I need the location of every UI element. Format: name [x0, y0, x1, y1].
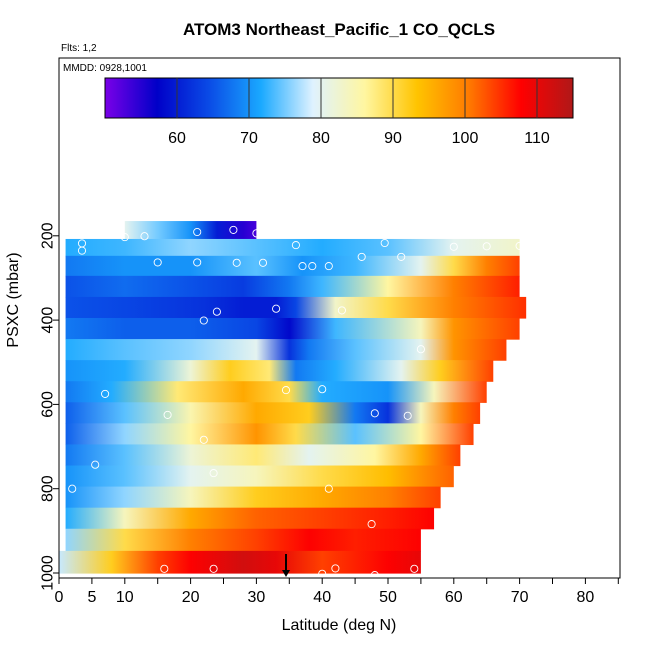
flights-label: Flts: 1,2 [61, 43, 97, 54]
heatmap-layer [59, 550, 421, 574]
latitude-marker-arrow [282, 554, 291, 577]
sample-point [331, 564, 340, 573]
y-tick-label: 600 [40, 391, 57, 418]
heatmap-layer [65, 528, 421, 552]
sample-point [258, 258, 268, 267]
x-tick-label: 0 [55, 589, 64, 606]
sample-point [482, 242, 491, 251]
sample-point [416, 345, 425, 354]
y-axis-label: PSXC (mbar) [5, 252, 22, 347]
heatmap-layer [65, 381, 487, 403]
x-tick-label: 80 [577, 589, 595, 606]
x-tick-label: 50 [379, 589, 397, 606]
sample-point [153, 258, 162, 267]
y-axis: 200 400 600 800 1000 [40, 222, 59, 591]
colorbar-tick-label: 90 [384, 130, 402, 147]
heatmap-layer [65, 296, 527, 319]
sample-point [77, 246, 87, 255]
sample-point [199, 435, 208, 444]
sample-point [281, 386, 291, 395]
x-tick-label: 20 [182, 589, 200, 606]
sample-point [140, 232, 149, 241]
sample-point [291, 241, 300, 250]
sample-point [380, 238, 389, 248]
sample-point [370, 409, 379, 418]
sample-point [160, 564, 169, 573]
sample-point [212, 307, 221, 316]
colorbar-tick-label: 80 [312, 130, 330, 147]
sample-point [324, 484, 333, 493]
sample-points [68, 225, 524, 578]
x-tick-label: 60 [445, 589, 463, 606]
y-tick-label: 200 [40, 222, 57, 249]
heatmap-layers [59, 221, 527, 574]
x-tick-label: 30 [248, 589, 266, 606]
y-tick-label: 400 [40, 307, 57, 334]
sample-point [101, 389, 110, 398]
sample-point [449, 242, 458, 251]
sample-point [337, 306, 346, 315]
marker-head [282, 570, 291, 577]
sample-point [91, 460, 100, 469]
colorbar-gradient [104, 77, 574, 119]
sample-point [193, 227, 202, 237]
colorbar-tick-label: 110 [524, 130, 550, 147]
heatmap-layer [65, 339, 507, 361]
sample-point [357, 252, 366, 261]
heatmap-layer [65, 317, 520, 340]
sample-point [209, 564, 218, 573]
colorbar-tick-label: 60 [168, 130, 186, 147]
chart-title: ATOM3 Northeast_Pacific_1 CO_QCLS [183, 20, 495, 39]
plot-frame [58, 57, 621, 579]
y-tick-label: 800 [40, 475, 57, 502]
heatmap-layer [65, 465, 454, 488]
sample-point [515, 241, 524, 250]
sample-point [324, 262, 333, 271]
sample-point [403, 411, 412, 420]
x-axis: 0 5 10 20 30 40 50 60 70 80 [55, 578, 619, 606]
sample-point [209, 469, 218, 478]
sample-point [199, 316, 208, 325]
heatmap-layer [124, 221, 257, 240]
sample-point [367, 520, 376, 529]
heatmap-layer [65, 507, 435, 530]
x-tick-label: 40 [313, 589, 331, 606]
heatmap-layer [65, 255, 520, 277]
heatmap-layer [65, 275, 520, 298]
sample-point [298, 262, 307, 271]
heatmap-layer [65, 360, 494, 382]
sample-point [193, 258, 202, 267]
sample-point [318, 569, 327, 578]
heatmap-layer [65, 402, 481, 424]
y-tick-label: 1000 [40, 555, 57, 591]
heatmap-layer [65, 486, 441, 509]
sample-point [410, 564, 419, 573]
sample-point [229, 225, 238, 234]
sample-point [120, 233, 129, 242]
sample-point [163, 410, 172, 419]
x-axis-label: Latitude (deg N) [282, 617, 397, 634]
sample-point [397, 252, 406, 261]
sample-point [318, 385, 327, 394]
colorbar-tick-label: 70 [240, 130, 258, 147]
heatmap-layer [65, 238, 520, 257]
heatmap-layer [65, 423, 474, 446]
x-tick-label: 70 [511, 589, 529, 606]
dates-label: MMDD: 0928,1001 [63, 63, 147, 74]
sample-point [232, 258, 241, 267]
heatmap-layer [65, 444, 461, 467]
sample-point [68, 484, 77, 493]
sample-point [370, 571, 379, 578]
x-tick-label: 10 [116, 589, 134, 606]
x-tick-label: 5 [87, 589, 96, 606]
colorbar-tick-label: 100 [452, 130, 479, 147]
sample-point [252, 229, 261, 238]
sample-point [308, 262, 317, 271]
colorbar: 60 70 80 90 100 110 [104, 77, 574, 147]
sample-point [272, 304, 281, 313]
